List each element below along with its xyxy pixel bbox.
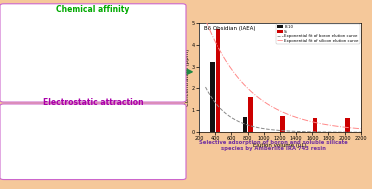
X-axis label: Elution volume (μL): Elution volume (μL) [253,143,307,148]
Bar [215,29,220,132]
Text: Selective adsorption of boron and soluble silicate
species by Amberlite IRA 743 : Selective adsorption of boron and solubl… [199,140,348,151]
Bar [312,118,317,132]
Bar [210,62,215,132]
Legend: B-10, Si, Exponential fit of boron elution curve, Exponential fit of silicon elu: B-10, Si, Exponential fit of boron eluti… [276,24,360,44]
Bar [280,116,285,132]
Bar [345,118,350,132]
Bar [243,117,247,132]
Bar [248,97,253,132]
Text: Chemical affinity: Chemical affinity [56,5,130,14]
Y-axis label: Concentration (ppm): Concentration (ppm) [185,49,190,106]
Text: Electrostatic attraction: Electrostatic attraction [43,98,143,107]
Text: B6 Obsidian (IAEA): B6 Obsidian (IAEA) [204,26,255,31]
